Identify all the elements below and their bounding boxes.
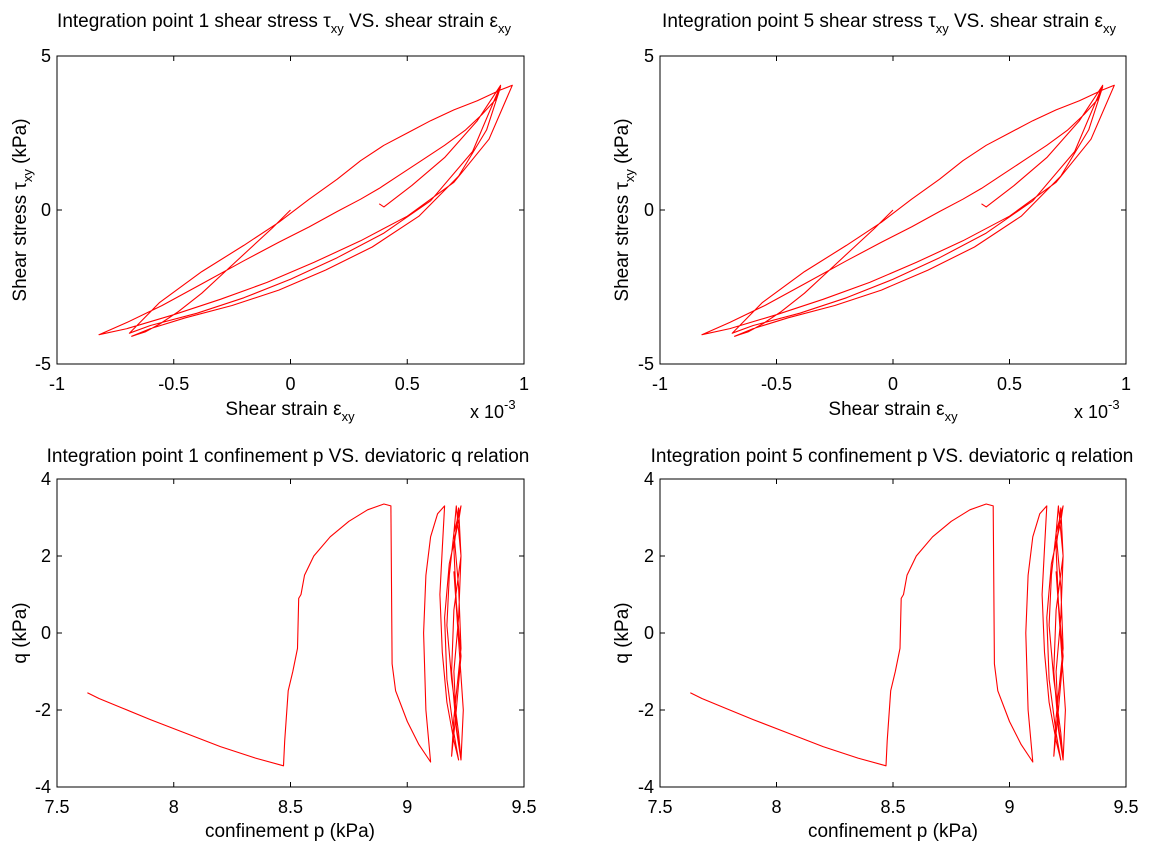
chart-title: Integration point 5 confinement p VS. de… (651, 446, 1134, 467)
shear-plot-point-5: Integration point 5 shear stress τxy VS.… (612, 11, 1131, 424)
y-axis-label: Shear stress τxy (kPa) (10, 118, 35, 301)
x-tick-label: -0.5 (158, 374, 189, 394)
pq-plot-point-5: Integration point 5 confinement p VS. de… (612, 446, 1139, 842)
y-axis-label: q (kPa) (10, 602, 31, 663)
chart-title: Integration point 1 confinement p VS. de… (47, 446, 530, 467)
axes: 7.5 8 8.5 9 9.5 -4 -2 0 2 4 (35, 469, 537, 817)
x-tick-label: 9 (402, 797, 412, 817)
y-tick-label: 0 (41, 200, 51, 220)
plot-frame (56, 478, 525, 788)
y-tick-label: 0 (644, 200, 654, 220)
x-tick-label: 8 (169, 797, 179, 817)
y-tick-label: 0 (41, 623, 51, 643)
x-tick-label: 0 (888, 374, 898, 394)
y-tick-label: 2 (41, 546, 51, 566)
x-tick-label: 7.5 (44, 797, 69, 817)
y-tick-label: -2 (35, 700, 51, 720)
y-axis-label: q (kPa) (612, 602, 633, 663)
series-line (98, 84, 513, 337)
y-tick-label: 5 (41, 46, 51, 66)
x-tick-label: 9.5 (511, 797, 536, 817)
y-tick-label: 4 (644, 469, 654, 489)
x-tick-label: 0.5 (395, 374, 420, 394)
x-tick-label: 0 (285, 374, 295, 394)
x-tick-label: 0.5 (997, 374, 1022, 394)
axes: 7.5 8 8.5 9 9.5 -4 -2 0 2 4 (638, 469, 1139, 817)
x-tick-label: 1 (1121, 374, 1131, 394)
y-tick-label: 4 (41, 469, 51, 489)
x-axis-label: Shear strain εxy (225, 399, 355, 424)
axes: -1 -0.5 0 0.5 1 -5 0 5 (638, 46, 1131, 394)
x-tick-label: 8.5 (278, 797, 303, 817)
plot-frame (659, 478, 1127, 788)
x-tick-label: 8.5 (880, 797, 905, 817)
y-tick-label: 2 (644, 546, 654, 566)
y-tick-label: 0 (644, 623, 654, 643)
y-tick-label: -5 (638, 354, 654, 374)
x-tick-label: 9.5 (1113, 797, 1138, 817)
y-tick-label: -4 (638, 777, 654, 797)
x-tick-label: -0.5 (761, 374, 792, 394)
x-axis-label: confinement p (kPa) (808, 821, 978, 842)
pq-plot-point-1: Integration point 1 confinement p VS. de… (10, 446, 537, 842)
y-tick-label: 5 (644, 46, 654, 66)
x-tick-label: 1 (519, 374, 529, 394)
chart-title: Integration point 5 shear stress τxy VS.… (662, 11, 1116, 36)
x-tick-label: 8 (771, 797, 781, 817)
x-axis-multiplier: x 10-3 (470, 397, 516, 422)
axes: -1 -0.5 0 0.5 1 -5 0 5 (35, 46, 529, 394)
y-tick-label: -5 (35, 354, 51, 374)
x-tick-label: -1 (652, 374, 668, 394)
series-line (701, 84, 1115, 337)
x-axis-multiplier: x 10-3 (1074, 397, 1120, 422)
y-tick-label: -4 (35, 777, 51, 797)
x-axis-label: Shear strain εxy (828, 399, 958, 424)
x-tick-label: 7.5 (647, 797, 672, 817)
series-line (87, 503, 464, 767)
y-tick-label: -2 (638, 700, 654, 720)
x-axis-label: confinement p (kPa) (205, 821, 375, 842)
chart-title: Integration point 1 shear stress τxy VS.… (57, 11, 511, 36)
x-tick-label: 9 (1004, 797, 1014, 817)
y-axis-label: Shear stress τxy (kPa) (612, 118, 637, 301)
series-line (690, 503, 1066, 767)
shear-plot-point-1: Integration point 1 shear stress τxy VS.… (10, 11, 529, 424)
x-tick-label: -1 (49, 374, 65, 394)
